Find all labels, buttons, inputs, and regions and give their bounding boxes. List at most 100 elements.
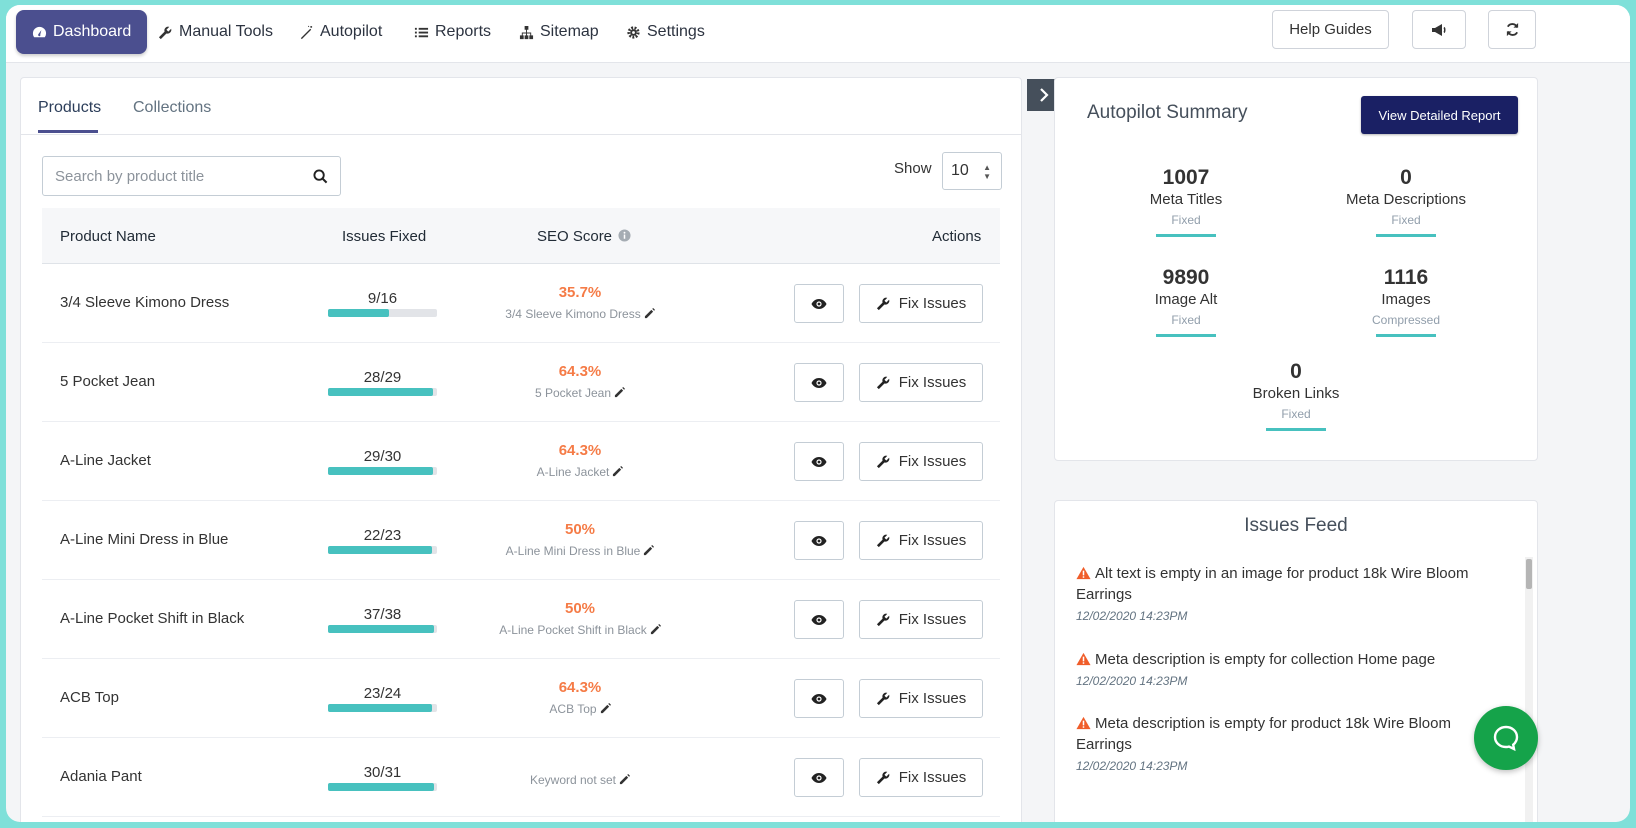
stat-underline <box>1376 334 1436 337</box>
table-row: A-Line Mini Dress in Blue 22/23 50% A-Li… <box>42 501 1000 580</box>
fix-issues-label: Fix Issues <box>898 769 967 786</box>
dashboard-icon <box>32 26 47 37</box>
feed-item: Meta description is empty for product 18… <box>1076 713 1496 773</box>
refresh-button[interactable] <box>1488 10 1536 49</box>
preview-button[interactable] <box>794 758 844 797</box>
stepper-arrows-icon: ▲ ▼ <box>983 163 991 181</box>
product-name: A-Line Jacket <box>60 452 151 469</box>
edit-keyword-icon[interactable] <box>647 623 661 637</box>
table-row: ACB Top 23/24 64.3% ACB Top Fix Issues <box>42 659 1000 738</box>
feed-scrollbar[interactable] <box>1525 557 1533 822</box>
chat-bubble-icon <box>1493 725 1519 752</box>
fix-issues-label: Fix Issues <box>898 374 967 391</box>
wrench-icon <box>876 770 891 785</box>
summary-stat: 1007 Meta Titles Fixed <box>1096 166 1276 237</box>
issues-progress-bar <box>328 783 437 791</box>
wrench-icon <box>876 454 891 469</box>
issues-progress-fill <box>328 467 434 475</box>
view-detailed-report-button[interactable]: View Detailed Report <box>1361 96 1518 134</box>
fix-issues-button[interactable]: Fix Issues <box>859 363 983 402</box>
preview-button[interactable] <box>794 284 844 323</box>
seo-score-value: 50% <box>564 600 596 617</box>
chevron-right-icon <box>1039 88 1049 102</box>
fix-issues-button[interactable]: Fix Issues <box>859 758 983 797</box>
issues-fixed-count: 22/23 <box>363 527 402 544</box>
nav-reports[interactable]: Reports <box>414 10 491 54</box>
stat-underline <box>1156 334 1216 337</box>
issues-fixed-count: 23/24 <box>363 685 402 702</box>
focus-keyword: A-Line Pocket Shift in Black <box>460 623 700 637</box>
feed-item: Alt text is empty in an image for produc… <box>1076 563 1496 623</box>
eye-icon <box>811 614 827 626</box>
announcements-button[interactable] <box>1412 10 1466 49</box>
edit-keyword-icon[interactable] <box>640 544 655 558</box>
feed-timestamp: 12/02/2020 14:23PM <box>1076 674 1188 688</box>
edit-keyword-icon[interactable] <box>597 702 611 716</box>
edit-keyword-icon[interactable] <box>611 386 626 400</box>
edit-keyword-icon[interactable] <box>616 773 631 787</box>
preview-button[interactable] <box>794 363 844 402</box>
tab-bar: Products Collections <box>21 78 1021 135</box>
tab-products[interactable]: Products <box>38 99 102 116</box>
feed-timestamp: 12/02/2020 14:23PM <box>1076 759 1188 773</box>
chat-button[interactable] <box>1474 706 1538 770</box>
feed-message: Meta description is empty for product 18… <box>1076 713 1496 755</box>
nav-manual-tools[interactable]: Manual Tools <box>158 10 273 54</box>
fix-issues-button[interactable]: Fix Issues <box>859 521 983 560</box>
focus-keyword: ACB Top <box>460 702 700 716</box>
wrench-icon <box>876 533 891 548</box>
issues-progress-fill <box>328 783 434 791</box>
app-frame: Dashboard Manual Tools Autopilot Reports… <box>6 5 1630 822</box>
fix-issues-button[interactable]: Fix Issues <box>859 442 983 481</box>
refresh-icon <box>1506 22 1518 37</box>
seo-score-value: 64.3% <box>558 363 602 380</box>
nav-settings[interactable]: Settings <box>626 10 705 54</box>
preview-button[interactable] <box>794 600 844 639</box>
fix-issues-button[interactable]: Fix Issues <box>859 600 983 639</box>
table-row: 3/4 Sleeve Kimono Dress 9/16 35.7% 3/4 S… <box>42 264 1000 343</box>
preview-button[interactable] <box>794 521 844 560</box>
preview-button[interactable] <box>794 679 844 718</box>
issues-fixed-count: 28/29 <box>363 369 402 386</box>
help-guides-button[interactable]: Help Guides <box>1272 10 1389 49</box>
nav-label: Sitemap <box>540 23 599 40</box>
search-icon[interactable] <box>313 168 328 184</box>
page-size-select[interactable]: 10 ▲ ▼ <box>942 152 1002 190</box>
issues-progress-bar <box>328 309 437 317</box>
focus-keyword-text: 3/4 Sleeve Kimono Dress <box>505 307 641 321</box>
stat-label: Meta Descriptions <box>1345 191 1467 208</box>
sitemap-icon <box>519 25 534 39</box>
info-icon[interactable] <box>618 229 631 242</box>
edit-keyword-icon[interactable] <box>641 307 655 321</box>
col-seo-score: SEO Score <box>537 228 631 245</box>
nav-label: Reports <box>435 23 492 40</box>
nav-dashboard[interactable]: Dashboard <box>16 10 148 54</box>
fix-issues-button[interactable]: Fix Issues <box>859 679 983 718</box>
search-input[interactable] <box>55 167 313 185</box>
issues-fixed-count: 30/31 <box>363 764 402 781</box>
stat-number: 0 <box>1290 360 1302 383</box>
nav-autopilot[interactable]: Autopilot <box>299 10 382 54</box>
focus-keyword-text: ACB Top <box>549 702 597 716</box>
fix-issues-button[interactable]: Fix Issues <box>859 284 983 323</box>
page-size-value: 10 <box>951 162 969 179</box>
warning-icon <box>1076 715 1095 732</box>
product-name: ACB Top <box>60 689 119 706</box>
edit-keyword-icon[interactable] <box>609 465 624 479</box>
feed-message: Alt text is empty in an image for produc… <box>1076 563 1496 605</box>
focus-keyword-text: A-Line Mini Dress in Blue <box>505 544 641 558</box>
wrench-icon <box>158 26 172 39</box>
issues-progress-fill <box>328 625 435 633</box>
tab-collections[interactable]: Collections <box>133 99 212 116</box>
table-row: A-Line Pocket Shift in Black 37/38 50% A… <box>42 580 1000 659</box>
seo-score-value: 35.7% <box>558 284 602 301</box>
issues-progress-fill <box>328 546 433 554</box>
preview-button[interactable] <box>794 442 844 481</box>
wrench-icon <box>876 375 891 390</box>
issues-fixed-count: 9/16 <box>367 290 398 307</box>
wrench-icon <box>876 296 891 311</box>
active-tab-indicator <box>38 130 98 133</box>
issues-progress-fill <box>328 309 390 317</box>
feed-scrollbar-thumb[interactable] <box>1526 559 1532 589</box>
nav-sitemap[interactable]: Sitemap <box>519 10 599 54</box>
